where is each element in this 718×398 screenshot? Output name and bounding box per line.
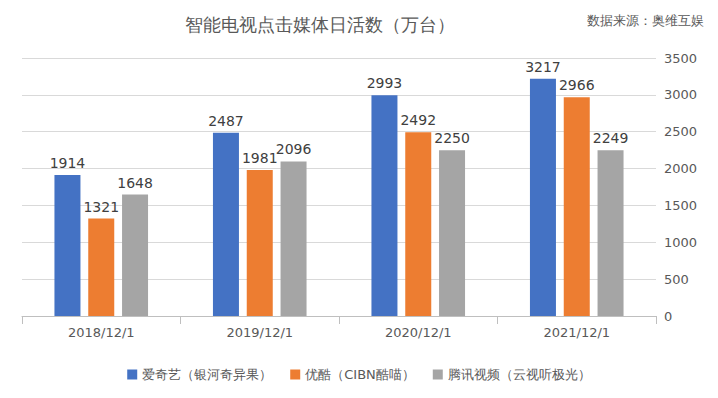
svg-text:2993: 2993 [367,75,403,91]
svg-text:2000: 2000 [664,161,697,176]
svg-text:3000: 3000 [664,87,697,102]
svg-text:数据来源：奥维互娱: 数据来源：奥维互娱 [587,13,704,28]
svg-text:0: 0 [664,309,672,324]
svg-text:500: 500 [664,272,689,287]
svg-text:2020/12/1: 2020/12/1 [385,325,452,340]
svg-text:腾讯视频（云视听极光）: 腾讯视频（云视听极光） [448,367,591,382]
svg-text:3217: 3217 [525,59,561,75]
svg-text:1981: 1981 [242,150,278,166]
svg-text:2019/12/1: 2019/12/1 [226,325,293,340]
svg-text:1648: 1648 [117,175,153,191]
svg-text:爱奇艺（银河奇异果）: 爱奇艺（银河奇异果） [142,367,272,382]
svg-text:优酷（CIBN酷喵）: 优酷（CIBN酷喵） [305,367,415,382]
svg-text:3500: 3500 [664,51,697,66]
svg-text:2966: 2966 [559,77,595,93]
svg-text:2249: 2249 [593,130,629,146]
svg-text:2250: 2250 [434,130,470,146]
svg-text:1321: 1321 [83,199,119,215]
svg-text:2492: 2492 [400,112,436,128]
svg-text:1000: 1000 [664,235,697,250]
svg-text:2500: 2500 [664,124,697,139]
svg-text:1914: 1914 [50,155,86,171]
svg-text:1500: 1500 [664,198,697,213]
svg-text:2487: 2487 [208,113,244,129]
svg-text:2018/12/1: 2018/12/1 [68,325,135,340]
svg-text:2021/12/1: 2021/12/1 [543,325,610,340]
svg-text:2096: 2096 [276,141,312,157]
svg-text:智能电视点击媒体日活数（万台）: 智能电视点击媒体日活数（万台） [185,14,455,35]
